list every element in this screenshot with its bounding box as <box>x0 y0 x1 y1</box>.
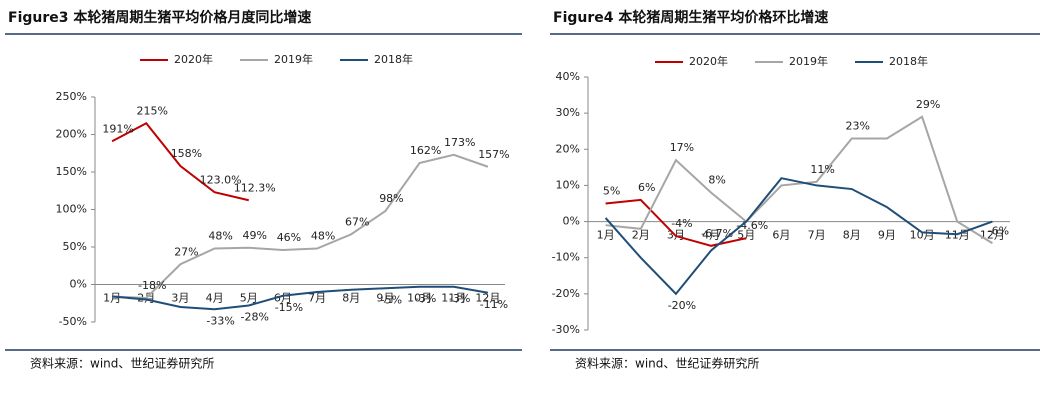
y-tick-label: -50% <box>59 315 87 328</box>
legend-label: 2019年 <box>789 54 828 68</box>
y-tick-label: -30% <box>552 323 580 336</box>
x-tick-label: 12月 <box>475 292 500 305</box>
data-label: 29% <box>916 98 940 111</box>
data-label: 6% <box>638 181 655 194</box>
data-label: 158% <box>171 147 202 160</box>
legend-label: 2020年 <box>689 54 728 68</box>
data-label: 48% <box>208 230 232 243</box>
data-label: 49% <box>243 229 267 242</box>
y-tick-label: 20% <box>556 142 580 155</box>
x-tick-label: 11月 <box>441 292 466 305</box>
y-tick-label: 0% <box>70 278 87 291</box>
source-note: 资料来源：wind、世纪证券研究所 <box>575 356 759 371</box>
x-tick-label: 10月 <box>910 229 935 242</box>
data-label: -3% <box>415 292 436 305</box>
data-label: -33% <box>206 314 234 327</box>
series-line <box>111 285 489 311</box>
data-label: -6.7% <box>701 227 733 240</box>
x-tick-label: 9月 <box>878 229 896 242</box>
x-tick-label: 3月 <box>171 292 189 305</box>
data-label: 48% <box>311 230 335 243</box>
y-tick-label: 250% <box>56 90 87 103</box>
x-tick-label: 6月 <box>772 229 790 242</box>
chart-title: Figure3 本轮猪周期生猪平均价格月度同比增速 <box>8 9 311 26</box>
x-tick-label: 4月 <box>702 229 720 242</box>
data-label: 67% <box>345 215 369 228</box>
legend-label: 2018年 <box>889 54 928 68</box>
legend-label: 2020年 <box>174 52 213 66</box>
x-tick-label: 8月 <box>342 292 360 305</box>
x-tick-label: 1月 <box>597 229 615 242</box>
chart-title: Figure4 本轮猪周期生猪平均价格环比增速 <box>553 9 828 26</box>
x-tick-label: 1月 <box>103 292 121 305</box>
data-label: 5% <box>603 185 620 198</box>
x-tick-label: 5月 <box>240 292 258 305</box>
data-label: 27% <box>174 245 198 258</box>
data-label: 112.3% <box>234 181 276 194</box>
data-label: 17% <box>670 141 694 154</box>
y-tick-label: 10% <box>556 178 580 191</box>
series-line <box>605 198 747 247</box>
series-line <box>605 115 993 245</box>
data-label: -5% <box>381 293 402 306</box>
y-tick-label: 150% <box>56 165 87 178</box>
data-label: -6% <box>988 224 1009 237</box>
data-label: 162% <box>410 144 441 157</box>
data-label: 215% <box>137 104 168 117</box>
y-tick-label: 200% <box>56 128 87 141</box>
x-tick-label: 2月 <box>632 229 650 242</box>
x-tick-label: 7月 <box>808 229 826 242</box>
x-tick-label: 7月 <box>308 292 326 305</box>
data-label: 123.0% <box>200 173 242 186</box>
legend-label: 2019年 <box>274 52 313 66</box>
legend-label: 2018年 <box>374 52 413 66</box>
data-label: -18% <box>138 279 166 292</box>
x-tick-label: 4月 <box>206 292 224 305</box>
y-tick-label: 30% <box>556 106 580 119</box>
source-note: 资料来源：wind、世纪证券研究所 <box>30 356 214 371</box>
y-tick-label: -20% <box>552 287 580 300</box>
data-label: -15% <box>275 301 303 314</box>
series-line <box>604 177 993 296</box>
y-tick-label: 50% <box>63 240 87 253</box>
data-label: 98% <box>379 192 403 205</box>
data-label: -28% <box>241 311 269 324</box>
data-label: -4% <box>671 217 692 230</box>
data-label: 8% <box>708 174 725 187</box>
x-tick-label: 9月 <box>376 292 394 305</box>
data-label: 157% <box>478 148 509 161</box>
data-label: -11% <box>480 298 508 311</box>
y-tick-label: 0% <box>563 215 580 228</box>
series-line <box>111 121 249 202</box>
x-tick-label: 10月 <box>407 292 432 305</box>
data-label: 46% <box>277 231 301 244</box>
data-label: -20% <box>668 299 696 312</box>
data-label: 191% <box>102 122 133 135</box>
y-tick-label: 40% <box>556 70 580 83</box>
data-label: 23% <box>846 119 870 132</box>
data-label: 11% <box>810 163 834 176</box>
data-label: -3% <box>449 292 470 305</box>
series-line <box>112 153 489 300</box>
data-label: 173% <box>444 136 475 149</box>
x-tick-label: 8月 <box>843 229 861 242</box>
y-tick-label: 100% <box>56 203 87 216</box>
y-tick-label: -10% <box>552 251 580 264</box>
